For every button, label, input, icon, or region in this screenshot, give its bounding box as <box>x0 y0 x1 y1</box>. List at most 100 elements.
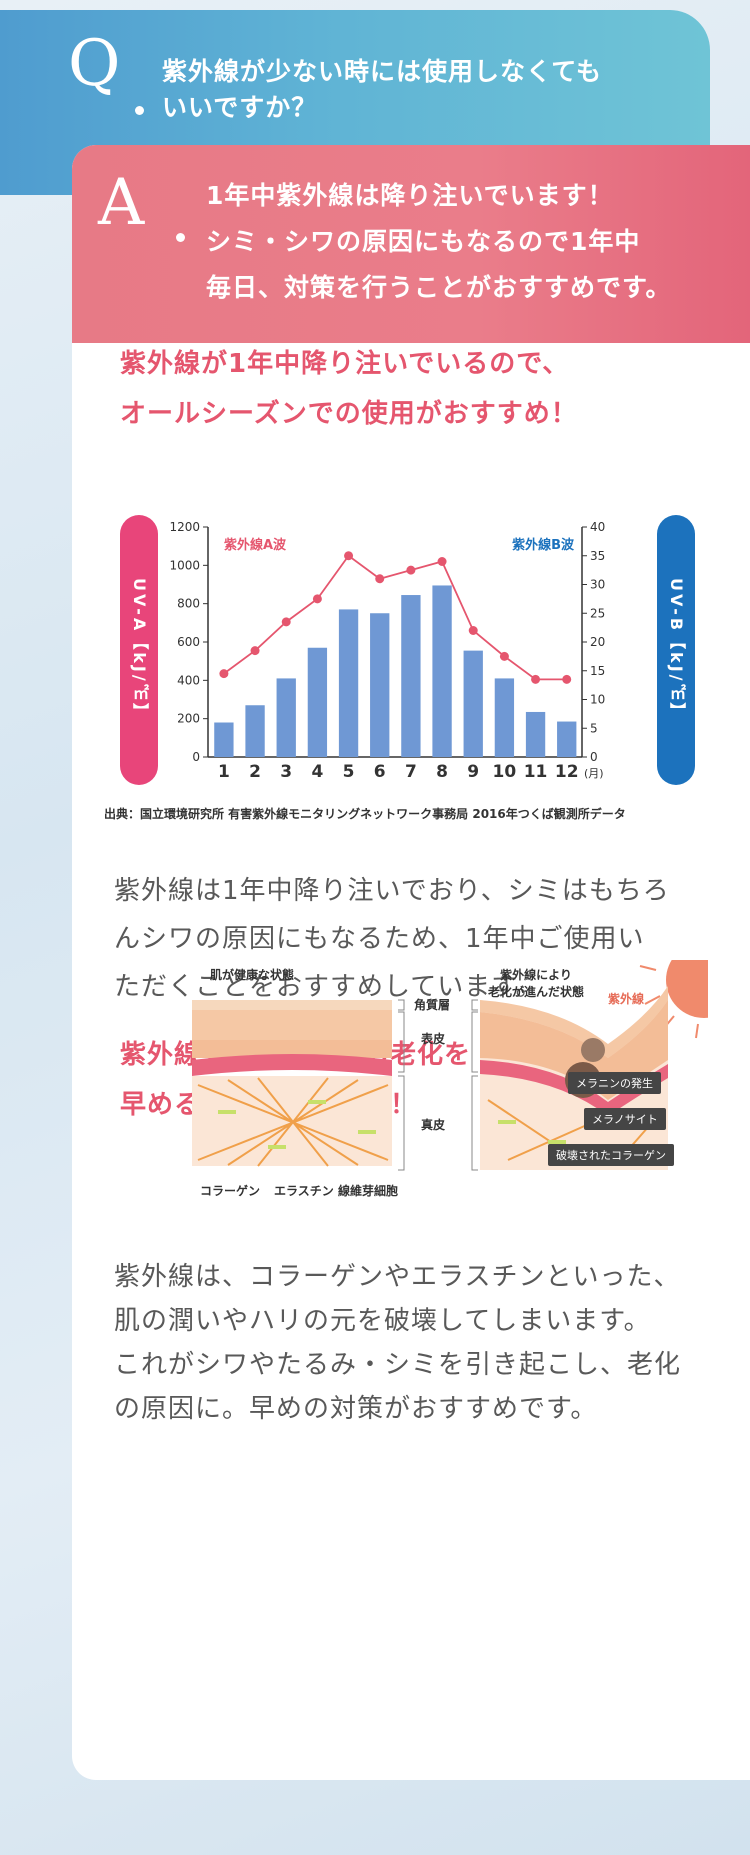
right-tick-label: 0 <box>590 750 598 764</box>
sun-label: 紫外線 <box>608 992 645 1006</box>
bar-uva <box>494 678 515 757</box>
dermis-label: 真皮 <box>421 1118 446 1132</box>
aged-title: 紫外線により 老化が進んだ状態 <box>488 966 584 1000</box>
right-tick-label: 30 <box>590 578 605 592</box>
body-line: んシワの原因にもなるため、1年中ご使用い <box>114 924 645 954</box>
right-tick-label: 35 <box>590 549 605 563</box>
x-tick-label: 4 <box>311 762 323 782</box>
bar-uva <box>463 650 483 757</box>
q-letter: Q <box>68 27 121 101</box>
legend-uvb: 紫外線B波 <box>512 537 575 553</box>
point-uvb <box>531 674 541 684</box>
bar-uva <box>401 595 421 757</box>
healthy-title: 肌が健康な状態 <box>210 968 295 982</box>
heading-line: オールシーズンでの使用がおすすめ！ <box>120 399 578 429</box>
bar-uva <box>245 705 265 757</box>
section2-body: 紫外線は、コラーゲンやエラスチンといった、 肌の潤いやハリの元を破壊してしまいま… <box>114 1255 714 1431</box>
bar-uva <box>214 722 234 757</box>
x-tick-label: 3 <box>280 762 292 782</box>
bar-uva <box>525 711 546 757</box>
point-uvb <box>219 669 229 679</box>
question-line: いいですか？ <box>162 93 318 122</box>
elastin-label: エラスチン <box>274 1184 334 1198</box>
point-uvb <box>468 626 478 635</box>
right-tick-label: 20 <box>590 635 605 649</box>
point-uvb <box>406 565 416 575</box>
x-tick-label: 7 <box>405 762 417 782</box>
healthy-skin-block <box>192 1000 392 1167</box>
answer-line: 毎日、対策を行うことがおすすめです。 <box>206 273 672 302</box>
left-tick-label: 1000 <box>169 558 200 572</box>
body-line: これがシワやたるみ・シミを引き起こし、老化 <box>114 1350 682 1380</box>
x-tick-label: 8 <box>436 762 448 782</box>
right-tick-label: 15 <box>590 664 605 678</box>
tag-melanocyte: メラノサイト <box>584 1108 666 1130</box>
body-line: の原因に。早めの対策がおすすめです。 <box>114 1394 598 1424</box>
heading-line: 紫外線が1年中降り注いでいるので、 <box>120 349 570 379</box>
point-uvb <box>562 674 572 684</box>
chart-source: 出典：国立環境研究所 有害紫外線モニタリングネットワーク事務局 2016年つくば… <box>104 807 626 821</box>
question-text: 紫外線が少ない時には使用しなくても いいですか？ <box>162 54 602 126</box>
point-uvb <box>499 651 509 661</box>
right-tick-label: 5 <box>590 721 598 735</box>
bar-uva <box>370 613 390 757</box>
section1-heading: 紫外線が1年中降り注いでいるので、 オールシーズンでの使用がおすすめ！ <box>120 339 578 439</box>
x-tick-label: 1 <box>218 762 230 782</box>
legend-uva: 紫外線A波 <box>224 537 287 553</box>
question-line: 紫外線が少ない時には使用しなくても <box>162 57 603 86</box>
x-tick-label: 6 <box>374 762 386 782</box>
x-tick-label: 10 <box>493 762 517 782</box>
point-uvb <box>312 594 322 604</box>
tag-broken-collagen: 破壊されたコラーゲン <box>548 1144 674 1166</box>
answer-card: A 1年中紫外線は降り注いでいます！ シミ・シワの原因にもなるので1年中 毎日、… <box>72 145 750 1780</box>
skin-diagram: 肌が健康な状態 紫外線により 老化が進んだ状態 紫外線 角質層 表皮 真皮 コラ… <box>108 960 708 1260</box>
layer-brackets <box>398 999 478 1171</box>
bar-uva <box>276 678 296 757</box>
body-line: 紫外線は、コラーゲンやエラスチンといった、 <box>114 1262 681 1292</box>
x-tick-label: 2 <box>249 762 261 782</box>
point-uvb <box>250 646 260 656</box>
point-uvb <box>281 617 291 627</box>
point-uvb <box>437 557 447 566</box>
collagen-label: コラーゲン <box>200 1184 261 1198</box>
answer-text: 1年中紫外線は降り注いでいます！ シミ・シワの原因にもなるので1年中 毎日、対策… <box>206 173 672 311</box>
a-dot <box>176 233 185 242</box>
point-uvb <box>375 574 385 584</box>
bar-uva <box>557 721 577 757</box>
left-tick-label: 800 <box>177 597 200 611</box>
left-tick-label: 0 <box>192 750 200 764</box>
tag-melanin: メラニンの発生 <box>568 1072 661 1094</box>
x-tick-label: 11 <box>524 762 548 782</box>
right-tick-label: 10 <box>590 693 605 707</box>
section1-body: 紫外線は1年中降り注いでおり、シミはもちろ んシワの原因にもなるため、1年中ご使… <box>114 867 714 1011</box>
q-dot <box>135 106 144 115</box>
epidermis-label: 表皮 <box>421 1032 446 1046</box>
aged-title-line: 老化が進んだ状態 <box>488 985 585 999</box>
x-tick-label: 9 <box>467 762 479 782</box>
uv-chart: UV-A【kJ/㎡】 UV-B【kJ/㎡】 0 200 400 600 800 1000 1… <box>120 515 700 805</box>
right-tick-label: 40 <box>590 520 605 534</box>
point-uvb <box>344 551 354 561</box>
answer-banner: A 1年中紫外線は降り注いでいます！ シミ・シワの原因にもなるので1年中 毎日、… <box>72 145 750 343</box>
x-tick-label: 5 <box>343 762 355 782</box>
fibroblast-label: 線維芽細胞 <box>338 1184 399 1198</box>
aged-title-line: 紫外線により <box>500 968 572 982</box>
left-tick-label: 200 <box>177 712 200 726</box>
body-line: 肌の潤いやハリの元を破壊してしまいます。 <box>114 1306 651 1336</box>
body-line: 紫外線は1年中降り注いでおり、シミはもちろ <box>114 876 670 906</box>
x-unit-label: (月) <box>584 767 604 780</box>
answer-line: 1年中紫外線は降り注いでいます！ <box>206 181 614 210</box>
left-tick-label: 400 <box>177 673 200 687</box>
bar-uva <box>432 585 452 757</box>
stratum-label: 角質層 <box>414 998 451 1012</box>
line-uvb <box>223 554 567 681</box>
left-tick-label: 600 <box>177 635 200 649</box>
body-line: ただくことをおすすめしています。 <box>114 972 543 1002</box>
uvb-axis-label: UV-B【kJ/㎡】 <box>657 515 695 785</box>
left-tick-label: 1200 <box>169 520 200 534</box>
uva-axis-label: UV-A【kJ/㎡】 <box>120 515 158 785</box>
bar-uva <box>338 609 359 757</box>
x-tick-label: 12 <box>555 762 579 782</box>
right-tick-label: 25 <box>590 606 605 620</box>
